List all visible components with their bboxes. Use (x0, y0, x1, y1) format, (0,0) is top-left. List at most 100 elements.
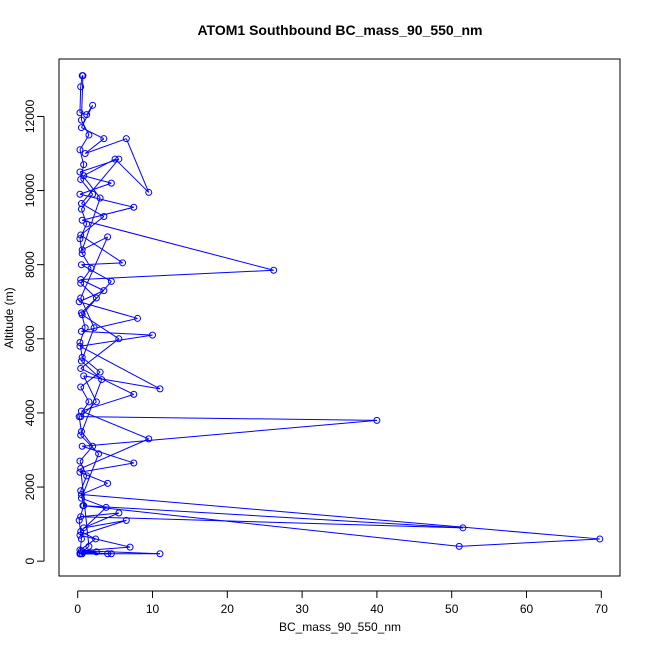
data-point (77, 427, 85, 435)
data-point (76, 168, 84, 176)
series-segment (83, 375, 161, 390)
series-segment (80, 507, 107, 532)
data-point (107, 179, 115, 187)
data-point (102, 503, 110, 511)
data-point (126, 543, 134, 551)
data-point (76, 546, 84, 554)
data-point (98, 376, 106, 384)
data-point (76, 457, 84, 465)
data-point (270, 266, 278, 274)
x-tick-label: 70 (595, 602, 609, 616)
series-segment (79, 342, 83, 358)
data-point (77, 513, 85, 521)
series-segment (83, 375, 97, 403)
y-tick-label: 12000 (23, 99, 37, 133)
series-segment (83, 519, 127, 529)
data-point (85, 398, 93, 406)
plot-frame (58, 58, 621, 577)
data-point (78, 250, 86, 258)
data-point (78, 311, 86, 319)
series-segment (80, 75, 83, 87)
data-point (89, 442, 97, 450)
data-point (77, 200, 85, 208)
data-point (80, 172, 88, 180)
data-point (80, 161, 88, 169)
data-point (107, 550, 115, 558)
data-point (77, 261, 85, 269)
data-point (130, 459, 138, 467)
series-segment (80, 216, 105, 236)
data-point (77, 231, 85, 239)
series-segment (81, 262, 123, 266)
y-tick-label: 10000 (23, 174, 37, 208)
data-point (134, 314, 142, 322)
data-point (76, 109, 84, 117)
data-point (77, 124, 85, 132)
data-point (76, 146, 84, 154)
data-point (77, 494, 85, 502)
series-segment (81, 127, 105, 140)
series-segment (459, 538, 600, 547)
y-tick-label: 4000 (23, 399, 37, 426)
data-point (115, 335, 123, 343)
series-segment (80, 279, 105, 292)
data-point (85, 542, 93, 550)
data-point (90, 324, 98, 332)
x-tick-label: 0 (74, 602, 81, 616)
data-point (83, 220, 91, 228)
chart-title: ATOM1 Southbound BC_mass_90_550_nm (197, 22, 482, 38)
data-point (122, 516, 130, 524)
data-point (107, 277, 115, 285)
series-segment (84, 138, 105, 154)
series-segment (81, 297, 97, 314)
data-point (77, 279, 85, 287)
data-point (75, 298, 83, 306)
series-segment (81, 482, 108, 495)
data-point (77, 487, 85, 495)
series-segment (81, 264, 112, 282)
data-point (96, 194, 104, 202)
data-point (78, 353, 86, 361)
y-tick-label: 0 (23, 558, 37, 565)
series-segment (82, 219, 274, 271)
data-point (79, 502, 87, 510)
data-point (95, 450, 103, 458)
data-point (96, 368, 104, 376)
series-segment (81, 197, 101, 251)
data-point (80, 372, 88, 380)
data-point (83, 111, 91, 119)
series-segment (82, 419, 377, 447)
series-segment (85, 138, 127, 154)
data-point (130, 203, 138, 211)
data-point (596, 535, 604, 543)
series-segment (79, 301, 138, 319)
y-tick-label: 6000 (23, 325, 37, 352)
data-point (100, 213, 108, 221)
data-point (87, 264, 95, 272)
series-segment (80, 234, 123, 264)
data-point (77, 116, 85, 124)
data-point (77, 528, 85, 536)
data-point (77, 490, 85, 498)
data-point (77, 294, 85, 302)
data-point (83, 472, 91, 480)
data-point (76, 339, 84, 347)
data-point (76, 190, 84, 198)
series-segment (79, 193, 134, 208)
y-tick-label: 8000 (23, 251, 37, 278)
series-segment (81, 497, 107, 508)
data-point (92, 294, 100, 302)
data-point (76, 342, 84, 350)
data-point (459, 524, 467, 532)
series-segment (81, 330, 153, 336)
data-point (455, 542, 463, 550)
data-point (77, 327, 85, 335)
y-axis: 0 2000 4000 6000 8000 10000 12000 (23, 99, 45, 565)
x-tick-label: 40 (370, 602, 384, 616)
data-point (85, 131, 93, 139)
series-segment (79, 462, 134, 473)
x-axis: 0 10 20 30 40 50 60 70 (74, 590, 609, 616)
data-point (92, 535, 100, 543)
series-segment (80, 297, 95, 328)
series-segment (80, 438, 149, 469)
